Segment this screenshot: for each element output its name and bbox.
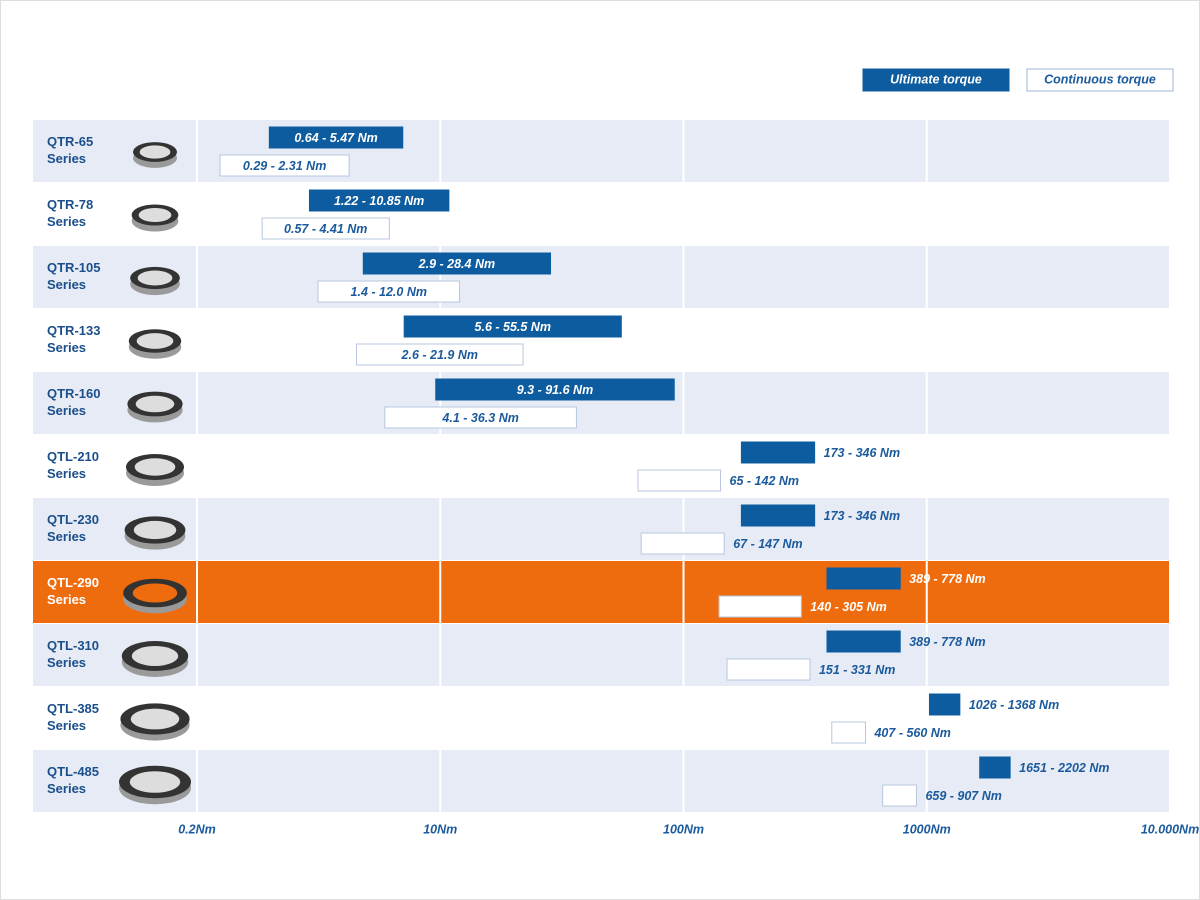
product-icon [138,207,172,223]
ultimate-bar [308,189,450,212]
continuous-bar [261,217,390,240]
continuous-bar [640,532,725,555]
x-tick-label: 10.000Nm [1141,822,1199,836]
category-label: QTL-310 Series [47,638,100,670]
row-band [33,624,1170,686]
value-label: 0.64 - 5.47 Nm [294,131,377,145]
value-label: 2.9 - 28.4 Nm [418,257,495,271]
legend-label: Continuous torque [1044,72,1156,86]
product-icon [136,333,174,349]
continuous-bar [219,154,350,177]
value-label: 1651 - 2202 Nm [1019,761,1109,775]
value-label: 0.29 - 2.31 Nm [243,159,326,173]
value-label: 1.22 - 10.85 Nm [334,194,424,208]
product-icon [129,771,181,793]
row-band [33,183,1170,245]
category-label: QTL-385 Series [47,701,100,733]
value-label: 389 - 778 Nm [909,635,985,649]
ultimate-bar [826,630,901,653]
legend-swatch [862,68,1010,92]
value-label: 5.6 - 55.5 Nm [475,320,551,334]
ultimate-bar [268,126,404,149]
value-label: 2.6 - 21.9 Nm [401,348,478,362]
value-label: 1.4 - 12.0 Nm [351,285,427,299]
product-icon [131,646,179,666]
category-label: QTR-105 Series [47,260,101,292]
continuous-bar [882,784,917,807]
row-band [33,120,1170,182]
value-label: 4.1 - 36.3 Nm [441,411,518,425]
ultimate-bar [435,378,675,401]
ultimate-bar [979,756,1011,779]
continuous-bar [831,721,866,744]
continuous-bar [637,469,722,492]
product-icon [135,395,175,413]
value-label: 140 - 305 Nm [810,600,886,614]
x-tick-label: 100Nm [663,822,704,836]
category-label: QTR-78 Series [47,197,94,229]
ultimate-bar [928,693,961,716]
continuous-bar [726,658,811,681]
continuous-bar [317,280,461,303]
row-band [33,687,1170,749]
ultimate-bar [740,504,816,527]
ultimate-bar [740,441,816,464]
category-label: QTR-133 Series [47,323,101,355]
value-label: 67 - 147 Nm [733,537,802,551]
product-icon [132,583,178,603]
product-icon [139,145,171,159]
x-tick-label: 10Nm [423,822,457,836]
value-label: 65 - 142 Nm [730,474,799,488]
value-label: 659 - 907 Nm [925,789,1001,803]
category-label: QTR-160 Series [47,386,101,418]
x-tick-label: 1000Nm [903,822,951,836]
product-icon [134,458,176,476]
product-icon [137,270,173,286]
value-label: 407 - 560 Nm [873,726,950,740]
value-label: 1026 - 1368 Nm [969,698,1059,712]
row-band [33,561,1170,623]
ultimate-bar [362,252,552,275]
row-band [33,435,1170,497]
category-label: QTL-210 Series [47,449,100,481]
continuous-bar [718,595,802,618]
value-label: 173 - 346 Nm [824,446,900,460]
ultimate-bar [826,567,901,590]
legend-swatch [1026,68,1174,92]
category-label: QTL-485 Series [47,764,100,796]
value-label: 151 - 331 Nm [819,663,895,677]
row-band [33,498,1170,560]
product-icon [130,708,180,730]
value-label: 0.57 - 4.41 Nm [284,222,367,236]
category-label: QTL-290 Series [47,575,100,607]
category-label: QTR-65 Series [47,134,94,166]
product-icon [133,520,177,540]
value-label: 9.3 - 91.6 Nm [517,383,593,397]
value-label: 389 - 778 Nm [909,572,985,586]
legend-label: Ultimate torque [890,72,982,86]
ultimate-bar [403,315,622,338]
continuous-bar [355,343,524,366]
row-band [33,246,1170,308]
category-label: QTL-230 Series [47,512,100,544]
value-label: 173 - 346 Nm [824,509,900,523]
continuous-bar [384,406,577,429]
x-tick-label: 0.2Nm [178,822,216,836]
